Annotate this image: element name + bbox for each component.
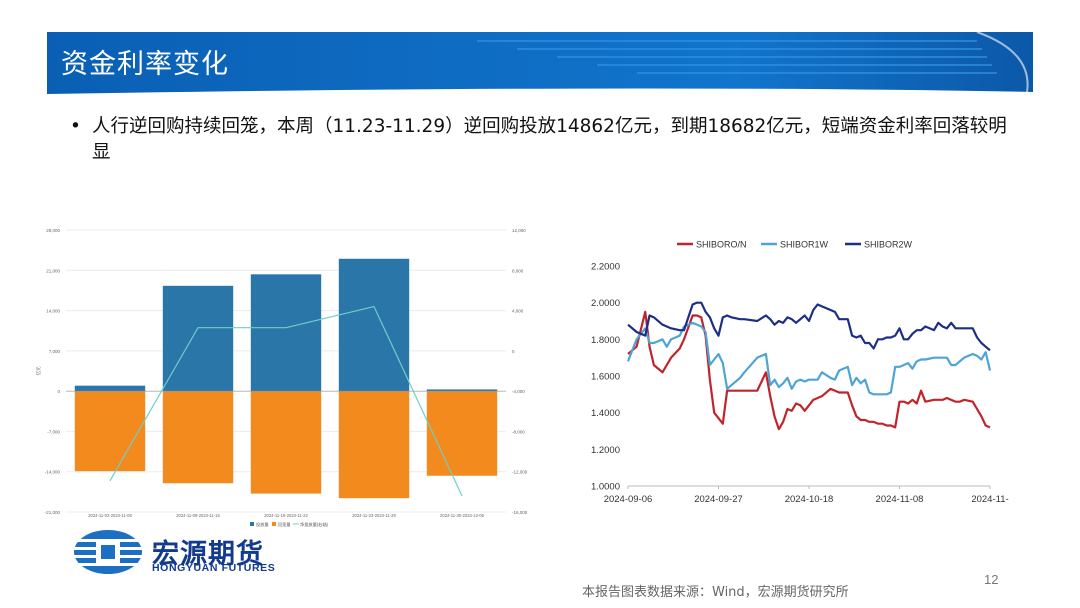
right-axis-tick-label: -4,000: [512, 389, 525, 394]
x-tick-label: 2024-11-: [971, 494, 1008, 505]
right-axis-tick-label: -8,000: [512, 429, 525, 434]
invest-bar: [74, 385, 146, 392]
bullet-text: 人行逆回购持续回笼，本周（11.23-11.29）逆回购投放14862亿元，到期…: [92, 116, 1007, 163]
page-title: 资金利率变化: [61, 49, 229, 80]
x-tick-label: 2024-10-18: [785, 494, 834, 505]
page-number: 12: [984, 572, 999, 587]
left-axis-tick-label: -21,000: [45, 510, 61, 515]
right-axis-tick-label: -16,000: [512, 510, 528, 515]
x-tick-label: 2024-11-09-2024-11-15: [176, 513, 220, 518]
banner-background: [47, 32, 1033, 94]
right-axis-tick-label: 12,000: [512, 228, 526, 233]
right-axis-tick-label: 0: [512, 349, 515, 354]
left-axis-tick-label: 0: [57, 389, 60, 394]
left-axis-tick-label: -7,000: [47, 429, 60, 434]
net-injection-line: [109, 305, 463, 497]
x-tick-label: 2024-09-27: [694, 494, 743, 505]
mature-bar: [426, 391, 498, 476]
bullet-marker: •: [70, 116, 81, 137]
legend-label: 净投放量(右轴): [300, 521, 329, 528]
legend-swatch: [272, 522, 276, 526]
invest-bar: [426, 389, 498, 392]
legend-label: SHIBOR2W: [864, 240, 913, 250]
legend-label: 投放量: [256, 521, 269, 528]
company-logo: 宏源期货 HONGYUAN FUTURES: [72, 528, 312, 578]
left-axis-tick-label: 14,000: [46, 309, 60, 314]
x-tick-label: 2024-11-23-2024-11-29: [352, 513, 396, 518]
invest-bar: [338, 258, 410, 392]
x-tick-label: 2024-11-16-2024-11-22: [264, 513, 308, 518]
series-line-shiboro/n: [627, 310, 991, 431]
shibor-chart-svg: 2.2000 2.0000 1.8000 1.6000 1.4000 1.2000 1.00…: [591, 240, 1009, 506]
left-axis-tick-label: 21,000: [46, 268, 60, 273]
y-tick-label: 1.6000: [591, 372, 620, 383]
left-axis-tick-label: -14,000: [45, 470, 61, 475]
y-tick-label: 1.0000: [591, 482, 620, 493]
y-tick-label: 2.2000: [591, 262, 620, 273]
shibor-chart: 2.2000 2.0000 1.8000 1.6000 1.4000 1.2000 1.00…: [580, 228, 1012, 518]
mature-bar: [250, 391, 322, 494]
invest-bar: [162, 285, 234, 392]
left-axis-tick-label: 28,000: [46, 228, 60, 233]
legend-swatch: [250, 522, 254, 526]
y-tick-label: 1.8000: [591, 335, 620, 346]
invest-bar: [250, 274, 322, 392]
right-axis-tick-label: 8,000: [512, 268, 524, 273]
reverse-repo-chart: 28,000 21,000 14,000 7,000 0 -7,000 -14,000 -21…: [28, 222, 538, 528]
legend-label: SHIBOR1W: [780, 240, 829, 250]
legend-label: 回笼量: [278, 521, 291, 528]
logo-mark-icon: [72, 530, 148, 574]
logo-chinese-name: 宏源期货: [152, 539, 264, 570]
mature-bar: [162, 391, 234, 484]
y-tick-label: 1.2000: [591, 445, 620, 456]
logo-english-name: HONGYUAN FUTURES: [152, 562, 276, 574]
series-line-shibor1w: [626, 321, 992, 396]
mature-bar: [338, 391, 410, 499]
right-axis-tick-label: -12,000: [512, 470, 528, 475]
x-tick-label: 2024-09-06: [604, 494, 653, 505]
x-tick-label: 2024-11-08: [876, 494, 924, 505]
left-axis-label: 亿元: [35, 366, 42, 375]
y-tick-label: 1.4000: [591, 408, 620, 419]
series-line-shibor2w: [627, 301, 991, 352]
left-axis-tick-label: 7,000: [49, 349, 61, 354]
x-tick-label: 2024-11-02-2024-11-08: [88, 513, 132, 518]
data-source-note: 本报告图表数据来源：Wind，宏源期货研究所: [582, 585, 849, 600]
reverse-repo-chart-svg: 28,000 21,000 14,000 7,000 0 -7,000 -14,000 -21…: [35, 228, 528, 528]
right-axis-tick-label: 4,000: [512, 309, 524, 314]
legend-label: SHIBORO/N: [696, 240, 747, 250]
mature-bar: [74, 391, 146, 472]
header-banner: 资金利率变化: [47, 32, 1033, 96]
y-tick-label: 2.0000: [591, 298, 620, 309]
x-tick-label: 2024-11-30-2024-12-06: [440, 513, 485, 518]
